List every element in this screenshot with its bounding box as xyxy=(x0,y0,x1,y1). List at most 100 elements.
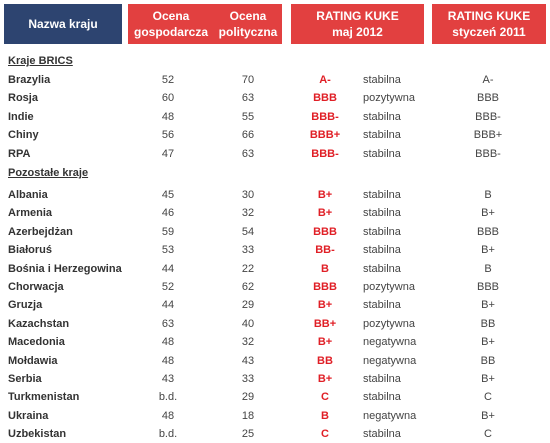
rating-outlook: stabilna xyxy=(363,129,401,142)
economic-score: 48 xyxy=(161,409,175,422)
rating-outlook: stabilna xyxy=(363,74,401,86)
economic-score: 45 xyxy=(161,189,175,201)
header-country-label: Nazwa kraju xyxy=(28,17,98,31)
rating-previous: B+ xyxy=(481,244,495,257)
header-rating-current: RATING KUKE maj 2012 xyxy=(291,4,424,44)
rating-previous: BB xyxy=(480,354,496,367)
political-score: 43 xyxy=(241,354,255,367)
economic-score: 53 xyxy=(161,244,175,257)
rating-outlook: negatywna xyxy=(363,409,417,422)
political-score: 30 xyxy=(241,189,255,201)
section-title: Pozostałe kraje xyxy=(8,167,89,179)
country-name: Serbia xyxy=(8,373,42,385)
rating-outlook: stabilna xyxy=(363,147,401,160)
header-political-line2: polityczna xyxy=(218,25,278,39)
rating-outlook: stabilna xyxy=(363,262,401,275)
rating-outlook: stabilna xyxy=(363,244,401,257)
economic-score: 48 xyxy=(161,354,175,367)
rating-previous: B+ xyxy=(481,299,495,312)
header-rating-current-line2: maj 2012 xyxy=(332,25,383,39)
political-score: 62 xyxy=(241,281,255,293)
table-row: Białoruś 53 33 BB-stabilna B+ xyxy=(0,242,550,259)
table-row: RPA 47 63 BBB-stabilna BBB- xyxy=(0,146,550,163)
header-economic-line2: gospodarcza xyxy=(133,25,208,39)
table-row: Albania 45 30 B+ stabilna B xyxy=(0,187,550,204)
rating-previous: B+ xyxy=(481,336,495,349)
table-row: Chorwacja 52 62 BBB pozytywna BBB xyxy=(0,279,550,296)
political-score: 55 xyxy=(241,110,255,123)
economic-score: b.d. xyxy=(158,428,178,441)
rating-current: B+ xyxy=(317,373,333,385)
rating-outlook: stabilna xyxy=(363,207,401,220)
country-name: Uzbekistan xyxy=(8,428,67,441)
header-political-line1: Ocena xyxy=(229,9,267,23)
rating-current: BBB xyxy=(313,281,337,293)
header-economic: Ocena gospodarcza xyxy=(128,4,214,44)
rating-previous: BBB+ xyxy=(473,129,503,142)
table-row: Mołdawia 48 43 BB negatywna BB xyxy=(0,353,550,370)
country-name: Armenia xyxy=(8,207,53,220)
rating-outlook: stabilna xyxy=(363,189,401,201)
country-name: Kazachstan xyxy=(8,317,70,330)
country-name: Albania xyxy=(8,189,48,201)
economic-score: 48 xyxy=(161,336,175,349)
political-score: 40 xyxy=(241,317,255,330)
political-score: 33 xyxy=(241,373,255,385)
country-rating-table: Nazwa kraju Ocena gospodarcza Ocena poli… xyxy=(0,4,550,440)
country-name: Rosja xyxy=(8,92,38,105)
rating-current: BB+ xyxy=(313,317,337,330)
table-row: Chiny 56 66 BBB+ stabilna BBB+ xyxy=(0,127,550,144)
rating-outlook: stabilna xyxy=(363,299,401,312)
political-score: 63 xyxy=(241,147,255,160)
economic-score: 63 xyxy=(161,317,175,330)
rating-current: B xyxy=(321,409,329,422)
political-score: 32 xyxy=(241,336,255,349)
political-score: 22 xyxy=(241,262,255,275)
rating-outlook: pozytywna xyxy=(363,281,415,293)
rating-previous: A- xyxy=(482,74,494,86)
economic-score: 46 xyxy=(161,207,175,220)
table-row: Gruzja 44 29 B+ stabilna B+ xyxy=(0,297,550,314)
economic-score: 44 xyxy=(161,299,175,312)
country-name: Macedonia xyxy=(8,336,65,349)
rating-outlook: pozytywna xyxy=(363,317,415,330)
rating-current: B xyxy=(321,262,329,275)
political-score: 18 xyxy=(241,409,255,422)
political-score: 29 xyxy=(241,391,255,404)
rating-outlook: stabilna xyxy=(363,428,401,441)
country-name: Gruzja xyxy=(8,299,43,312)
country-name: RPA xyxy=(8,147,31,160)
political-score: 29 xyxy=(241,299,255,312)
rating-previous: B+ xyxy=(481,409,495,422)
header-political: Ocena polityczna xyxy=(214,4,282,44)
rating-current: C xyxy=(321,391,329,404)
political-score: 54 xyxy=(241,225,255,238)
rating-current: BB xyxy=(317,354,333,367)
rating-current: B+ xyxy=(317,336,333,349)
header-rating-previous-line2: styczeń 2011 xyxy=(452,25,526,39)
rating-current: BBB xyxy=(313,225,337,238)
header-economic-line1: Ocena xyxy=(152,9,190,23)
rating-previous: C xyxy=(484,428,492,441)
rating-previous: B+ xyxy=(481,207,495,220)
rating-current: B+ xyxy=(317,207,333,220)
rating-previous: BB xyxy=(480,317,496,330)
rating-previous: BBB xyxy=(476,281,499,293)
rating-outlook: stabilna xyxy=(363,110,401,123)
rating-current: C xyxy=(321,428,329,441)
country-name: Mołdawia xyxy=(8,354,58,367)
rating-outlook: stabilna xyxy=(363,225,401,238)
rating-previous: BBB- xyxy=(475,110,501,123)
rating-current: B+ xyxy=(317,299,333,312)
rating-current: BBB- xyxy=(311,110,339,123)
rating-previous: BBB xyxy=(476,225,499,238)
rating-current: BBB+ xyxy=(309,129,341,142)
rating-outlook: pozytywna xyxy=(363,92,415,105)
rating-previous: B xyxy=(484,189,492,201)
header-rating-previous: RATING KUKE styczeń 2011 xyxy=(432,4,546,44)
header-rating-current-line1: RATING KUKE xyxy=(316,9,399,23)
rating-previous: B+ xyxy=(481,373,495,385)
